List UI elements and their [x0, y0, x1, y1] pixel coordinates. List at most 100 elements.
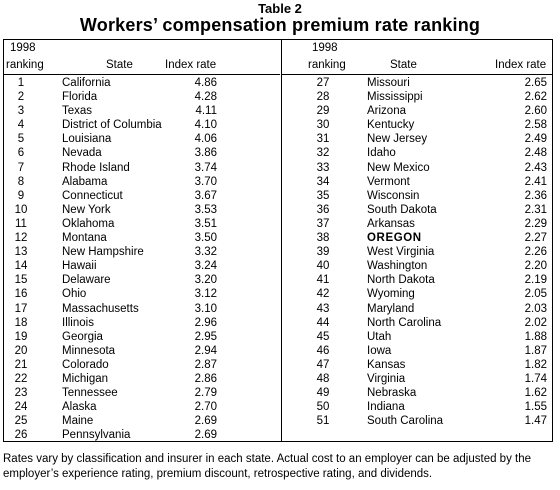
- table-row: 37 Arkansas 2.29: [282, 217, 558, 231]
- table-row: 31 New Jersey 2.49: [282, 132, 558, 146]
- table-row: 25 Maine 2.69: [4, 414, 280, 428]
- state-cell: Arizona: [367, 105, 406, 118]
- index-rate-cell: 4.11: [195, 105, 217, 118]
- state-cell: Maryland: [367, 302, 415, 315]
- table-row: 51 South Carolina 1.47: [282, 414, 558, 428]
- rank-cell: 5: [17, 133, 25, 146]
- header-rule: [282, 74, 552, 75]
- table-row: 41 North Dakota 2.19: [282, 273, 558, 287]
- table-row: 32 Idaho 2.48: [282, 146, 558, 160]
- rank-cell: 39: [316, 246, 330, 259]
- index-rate-cell: 2.27: [524, 232, 547, 245]
- rank-cell: 14: [14, 260, 28, 273]
- index-rate-cell: 3.24: [194, 260, 217, 273]
- rank-cell: 29: [316, 105, 330, 118]
- rank-cell: 7: [17, 161, 25, 174]
- table-row: 44 North Carolina 2.02: [282, 316, 558, 330]
- table-row: 3 Texas 4.11: [4, 104, 280, 118]
- rank-cell: 18: [14, 316, 28, 329]
- ranking-table: 1998 ranking State Index rate 1 Californi…: [3, 39, 553, 442]
- rank-cell: 51: [316, 415, 330, 428]
- table-title: Workers’ compensation premium rate ranki…: [79, 15, 481, 35]
- index-rate-cell: 2.65: [524, 77, 547, 89]
- table-row: 10 New York 3.53: [4, 203, 280, 217]
- state-cell: OREGON: [367, 232, 422, 245]
- rank-cell: 41: [316, 274, 330, 287]
- rank-cell: 32: [316, 147, 330, 160]
- table-row: 12 Montana 3.50: [4, 231, 280, 245]
- index-rate-cell: 2.79: [194, 387, 217, 400]
- state-cell: Illinois: [62, 316, 94, 329]
- rank-cell: 43: [316, 302, 330, 315]
- index-rate-cell: 2.19: [524, 274, 547, 287]
- rank-cell: 44: [316, 316, 330, 329]
- state-cell: Pennsylvania: [62, 429, 131, 442]
- rank-cell: 21: [14, 358, 28, 371]
- index-rate-cell: 3.70: [194, 175, 217, 188]
- table-row: 14 Hawaii 3.24: [4, 259, 280, 273]
- table-row: 8 Alabama 3.70: [4, 175, 280, 189]
- table-row: 28 Mississippi 2.62: [282, 90, 558, 104]
- table-row: 43 Maryland 2.03: [282, 302, 558, 316]
- table-row: 39 West Virginia 2.26: [282, 245, 558, 259]
- index-rate-cell: 2.41: [524, 175, 547, 188]
- state-cell: Delaware: [62, 274, 111, 287]
- header-ranking: ranking: [6, 59, 44, 71]
- index-rate-cell: 2.86: [194, 372, 217, 385]
- index-rate-cell: 1.82: [524, 358, 547, 371]
- index-rate-cell: 3.86: [194, 147, 217, 160]
- state-cell: Minnesota: [62, 344, 116, 357]
- header-index-rate: Index rate: [495, 59, 547, 71]
- rank-cell: 27: [316, 77, 330, 89]
- state-cell: District of Columbia: [62, 119, 162, 132]
- index-rate-cell: 2.20: [524, 260, 547, 273]
- index-rate-cell: 4.86: [194, 77, 217, 89]
- index-rate-cell: 2.03: [524, 302, 547, 315]
- rank-cell: 30: [316, 119, 330, 132]
- rows-left: 1 California 4.86 2 Florida 4.28 3 Texas 4.11 4 Di…: [4, 76, 280, 442]
- table-row: 20 Minnesota 2.94: [4, 344, 280, 358]
- table-row: 35 Wisconsin 2.36: [282, 189, 558, 203]
- table-row: 19 Georgia 2.95: [4, 330, 280, 344]
- index-rate-cell: 2.02: [524, 316, 547, 329]
- rank-cell: 8: [17, 175, 25, 188]
- index-rate-cell: 3.12: [194, 288, 217, 301]
- state-cell: Montana: [62, 232, 107, 245]
- table-row: 2 Florida 4.28: [4, 90, 280, 104]
- rank-cell: 4: [17, 119, 25, 132]
- state-cell: Alaska: [62, 401, 97, 414]
- table-row: 13 New Hampshire 3.32: [4, 245, 280, 259]
- rank-cell: 42: [316, 288, 330, 301]
- state-cell: New Hampshire: [62, 246, 144, 259]
- table-row: 49 Nebraska 1.62: [282, 386, 558, 400]
- state-cell: West Virginia: [367, 246, 435, 259]
- state-cell: Nevada: [62, 147, 102, 160]
- table-row: 33 New Mexico 2.43: [282, 161, 558, 175]
- state-cell: New Jersey: [367, 133, 428, 146]
- rank-cell: 40: [316, 260, 330, 273]
- header-state: State: [390, 59, 417, 71]
- table-row: 5 Louisiana 4.06: [4, 132, 280, 146]
- table-row: 18 Illinois 2.96: [4, 316, 280, 330]
- rank-cell: 24: [14, 401, 28, 414]
- state-cell: Michigan: [62, 372, 109, 385]
- state-cell: Texas: [62, 105, 93, 118]
- state-cell: Florida: [62, 91, 98, 104]
- rank-cell: 19: [14, 330, 28, 343]
- index-rate-cell: 2.26: [524, 246, 547, 259]
- state-cell: Connecticut: [62, 189, 123, 202]
- table-row: 21 Colorado 2.87: [4, 358, 280, 372]
- header-rule: [4, 74, 280, 75]
- table-row: 47 Kansas 1.82: [282, 358, 558, 372]
- index-rate-cell: 2.60: [524, 105, 547, 118]
- table-row: 30 Kentucky 2.58: [282, 118, 558, 132]
- index-rate-cell: 3.74: [194, 161, 217, 174]
- state-cell: Vermont: [367, 175, 410, 188]
- state-cell: Maine: [62, 415, 94, 428]
- rank-cell: 1: [17, 77, 25, 89]
- rank-cell: 48: [316, 372, 330, 385]
- table-row: 46 Iowa 1.87: [282, 344, 558, 358]
- rank-cell: 2: [17, 91, 25, 104]
- index-rate-cell: 3.32: [194, 246, 217, 259]
- state-cell: New York: [62, 203, 111, 216]
